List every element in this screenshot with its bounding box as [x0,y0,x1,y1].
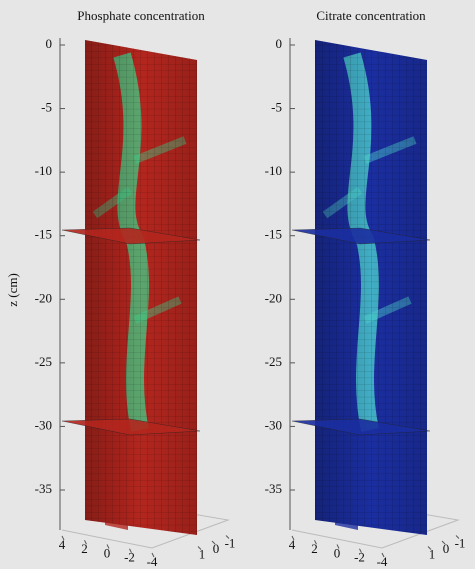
z-tick-label: -35 [265,481,282,496]
z-tick-label: -25 [265,354,282,369]
x-tick-label: 4 [289,537,296,552]
y-tick-label: 0 [213,541,220,556]
z-tick-label: -5 [41,100,52,115]
z-tick-label: -30 [265,417,282,432]
x-tick-label: -2 [354,550,365,565]
y-tick [427,546,432,550]
y-tick [441,540,446,545]
z-tick-label: -30 [35,417,52,432]
chart-title: Citrate concentration [316,8,426,23]
x-tick [84,540,87,545]
y-tick [225,535,230,539]
y-tick [211,540,216,545]
z-tick-label: -35 [35,481,52,496]
chart-title: Phosphate concentration [77,8,205,23]
x-tick [106,544,110,549]
z-tick-label: 0 [276,36,283,51]
z-tick-label: -15 [35,227,52,242]
x-tick-label: 0 [334,545,341,560]
z-tick-label: -10 [265,163,282,178]
horizontal-slice [61,227,201,245]
x-tick [291,535,295,541]
z-tick-label: 0 [46,36,53,51]
x-tick [314,540,317,545]
x-tick-label: 0 [104,545,111,560]
y-tick-label: 1 [199,546,206,561]
y-tick-label: 1 [429,546,436,561]
z-tick-label: -25 [35,354,52,369]
y-tick-label: 0 [443,541,450,556]
x-tick [129,548,132,553]
x-tick-label: 2 [81,541,88,556]
slab [61,40,201,535]
y-tick-label: -1 [225,535,236,550]
z-tick-label: -20 [35,290,52,305]
horizontal-slice [291,418,431,436]
horizontal-slice [61,418,201,436]
x-tick-label: 4 [59,537,66,552]
x-tick-label: 2 [311,541,318,556]
z-tick-label: -5 [271,100,282,115]
x-tick [61,535,65,541]
y-tick-label: -1 [455,535,466,550]
y-tick [197,546,202,550]
x-tick [381,552,385,558]
x-tick-label: -4 [147,554,158,569]
x-tick [359,548,362,553]
z-tick-label: -15 [265,227,282,242]
horizontal-slice [291,227,431,245]
z-axis-label: z (cm) [5,273,20,307]
x-tick [151,552,155,558]
z-tick-label: -20 [265,290,282,305]
z-tick-label: -10 [35,163,52,178]
x-tick-label: -4 [377,554,388,569]
slab-shade [85,40,197,535]
x-tick-label: -2 [124,550,135,565]
slab [291,40,431,535]
x-tick [336,544,340,549]
slab-shade [315,40,427,535]
y-tick [455,535,460,539]
